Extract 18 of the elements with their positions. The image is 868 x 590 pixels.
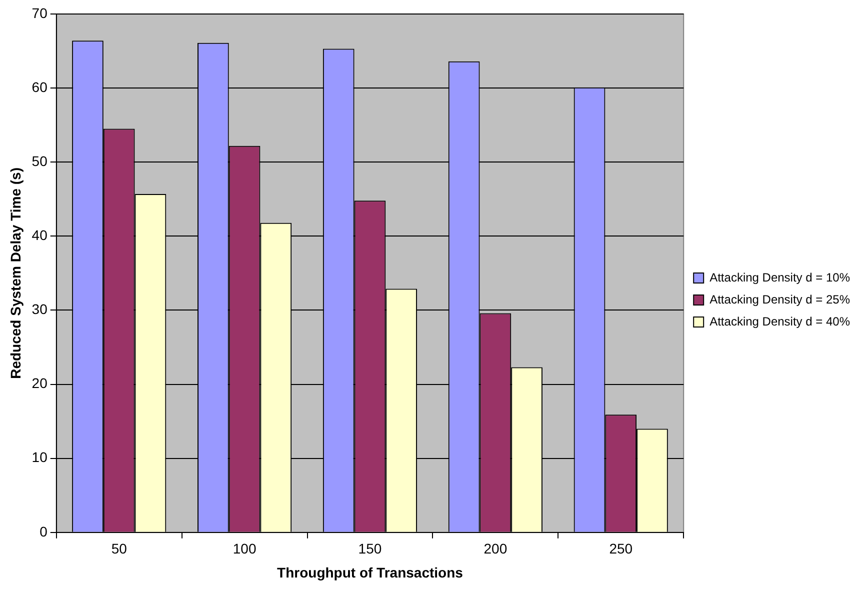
x-axis-title: Throughput of Transactions bbox=[277, 564, 464, 580]
x-tick-label: 150 bbox=[358, 540, 382, 557]
x-tick-label: 250 bbox=[609, 540, 633, 557]
x-tick-label: 200 bbox=[484, 540, 508, 557]
y-tick-label: 50 bbox=[32, 152, 48, 169]
y-tick-label: 20 bbox=[32, 375, 48, 392]
legend-label: Attacking Density d = 25% bbox=[710, 292, 850, 306]
y-tick-label: 70 bbox=[32, 4, 48, 21]
y-axis-title: Reduced System Delay Time (s) bbox=[7, 168, 24, 379]
legend-label: Attacking Density d = 10% bbox=[710, 270, 850, 284]
y-tick-label: 0 bbox=[40, 523, 48, 540]
x-tick-label: 50 bbox=[111, 540, 128, 557]
y-tick-label: 30 bbox=[32, 301, 48, 318]
y-tick-label: 40 bbox=[32, 227, 48, 244]
legend-label: Attacking Density d = 40% bbox=[710, 314, 850, 328]
x-tick-label: 100 bbox=[232, 540, 256, 557]
y-tick-label: 10 bbox=[32, 449, 48, 466]
y-tick-label: 60 bbox=[32, 78, 48, 95]
